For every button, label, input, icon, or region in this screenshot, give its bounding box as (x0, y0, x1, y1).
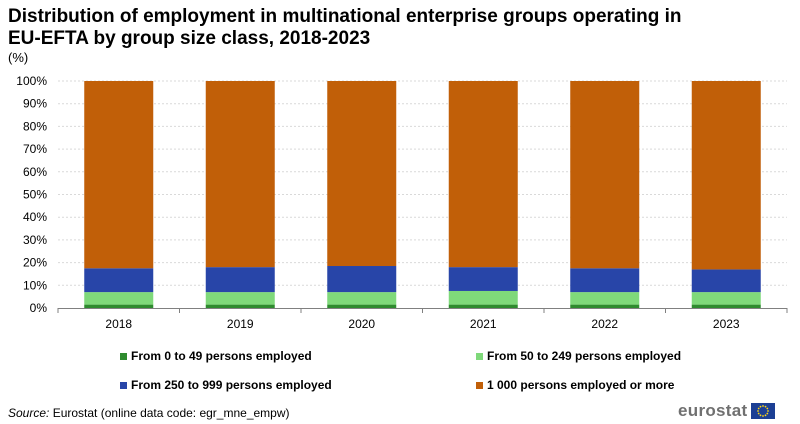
flag-star (760, 405, 762, 408)
bar-segment-0-49-2023 (691, 304, 761, 308)
bar-segment-1000-plus-2023 (691, 81, 761, 270)
x-tick-label: 2018 (105, 317, 132, 331)
bar-segment-1000-plus-2022 (570, 81, 640, 269)
bar-segment-50-249-2018 (84, 292, 154, 305)
bar-segment-50-249-2023 (691, 292, 761, 305)
y-tick-label: 70% (23, 142, 47, 156)
x-tick-label: 2021 (470, 317, 497, 331)
flag-star (762, 415, 765, 417)
flag-star (767, 410, 770, 412)
bar-segment-1000-plus-2019 (205, 81, 275, 268)
bar-segment-1000-plus-2020 (327, 81, 397, 267)
bar-segment-0-49-2022 (570, 304, 640, 308)
x-tick-label: 2019 (227, 317, 254, 331)
y-tick-label: 0% (30, 301, 48, 315)
y-tick-label: 20% (23, 256, 47, 270)
bar-segment-50-249-2022 (570, 292, 640, 305)
bar-segment-250-999-2018 (84, 268, 154, 293)
y-tick-label: 90% (23, 97, 47, 111)
y-tick-label: 50% (23, 188, 47, 202)
y-tick-label: 10% (23, 278, 47, 292)
x-tick-label: 2020 (348, 317, 375, 331)
y-tick-label: 40% (23, 210, 47, 224)
flag-star (762, 405, 765, 407)
flag-star (766, 407, 769, 410)
source-label: Source: (8, 406, 50, 420)
bars (84, 81, 761, 308)
bar-segment-50-249-2021 (448, 290, 518, 305)
bar-segment-0-49-2018 (84, 304, 154, 308)
unit-label: (%) (8, 50, 29, 65)
flag-star (760, 414, 762, 417)
source-note: Source: Eurostat (online data code: egr_… (8, 406, 290, 420)
bar-segment-1000-plus-2018 (84, 81, 154, 269)
y-tick-label: 80% (23, 119, 47, 133)
y-tick-label: 30% (23, 233, 47, 247)
bar-segment-250-999-2019 (205, 267, 275, 293)
y-tick-label: 60% (23, 165, 47, 179)
x-tick-label: 2022 (591, 317, 618, 331)
x-tick-label: 2023 (713, 317, 740, 331)
bar-segment-50-249-2020 (327, 292, 397, 305)
bar-segment-250-999-2023 (691, 269, 761, 293)
eu-flag-icon (751, 403, 776, 419)
bar-segment-0-49-2020 (327, 304, 397, 308)
bar-segment-250-999-2020 (327, 266, 397, 293)
flag-star (758, 412, 761, 415)
y-tick-label: 100% (16, 74, 47, 88)
bar-segment-250-999-2022 (570, 268, 640, 293)
bar-segment-0-49-2021 (448, 304, 518, 308)
source-text: Eurostat (online data code: egr_mne_empw… (52, 406, 290, 420)
flag-star (766, 412, 769, 415)
bar-segment-0-49-2019 (205, 304, 275, 308)
bar-segment-50-249-2019 (205, 292, 275, 305)
flag-star (765, 405, 767, 408)
flag-star (757, 410, 760, 412)
bar-segment-1000-plus-2021 (448, 81, 518, 268)
logo-text: eurostat (678, 401, 748, 420)
flag-star (765, 414, 767, 417)
chart-title: Distribution of employment in multinatio… (8, 6, 682, 49)
axes: 0% 10% 20% 30% 40% 50% 60% 70% 80% 90% 100% 2018 201… (16, 74, 788, 331)
eurostat-logo: eurostat (678, 401, 776, 421)
bar-segment-250-999-2021 (448, 267, 518, 291)
gridlines (58, 80, 787, 286)
flag-star (758, 407, 761, 410)
